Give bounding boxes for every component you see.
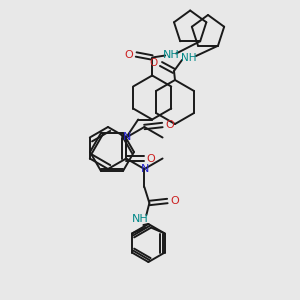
Text: N: N [123,133,131,142]
Text: O: O [150,58,158,68]
Text: O: O [125,50,134,59]
Text: NH: NH [181,53,197,63]
Text: O: O [165,120,174,130]
Text: NH: NH [163,50,180,61]
Text: NH: NH [132,214,149,224]
Text: O: O [147,154,156,164]
Text: N: N [141,164,150,174]
Text: O: O [170,196,179,206]
